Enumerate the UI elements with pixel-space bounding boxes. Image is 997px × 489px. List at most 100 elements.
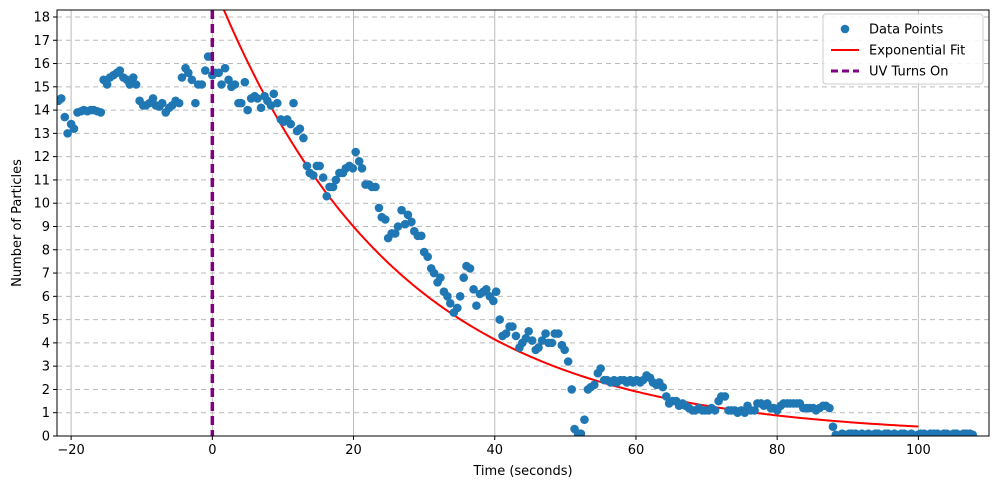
data-point	[63, 129, 72, 138]
data-point	[417, 231, 426, 241]
y-tick-label: 17	[33, 34, 50, 49]
x-tick-label: 80	[769, 443, 786, 458]
y-tick-label: 7	[42, 267, 50, 282]
y-tick-label: 9	[42, 220, 50, 235]
data-point	[459, 273, 468, 283]
data-point	[331, 175, 341, 185]
x-tick-label: −20	[57, 443, 84, 458]
x-tick-label: 20	[345, 443, 362, 458]
legend-label-uv-turns-on: UV Turns On	[869, 65, 948, 80]
data-point	[60, 112, 70, 122]
y-tick-label: 8	[42, 243, 50, 258]
data-point	[567, 385, 577, 394]
data-point	[131, 80, 141, 89]
data-point	[184, 68, 193, 78]
data-point	[230, 80, 240, 89]
y-tick-label: 6	[42, 290, 50, 305]
x-tick-label: 0	[208, 443, 216, 458]
data-point	[580, 415, 589, 425]
data-point	[289, 98, 298, 108]
data-point	[495, 315, 505, 324]
x-tick-label: 100	[906, 443, 931, 458]
data-point	[309, 170, 318, 180]
data-point	[547, 338, 557, 348]
data-point	[491, 287, 501, 296]
data-point	[403, 210, 413, 220]
data-point	[243, 105, 252, 115]
data-point	[318, 173, 328, 182]
data-point	[57, 94, 66, 103]
data-point	[102, 80, 112, 89]
data-point	[240, 77, 250, 87]
y-tick-label: 11	[33, 173, 50, 188]
data-point	[390, 229, 400, 238]
y-tick-label: 15	[33, 80, 50, 95]
data-point	[658, 382, 668, 392]
data-point	[750, 406, 759, 415]
data-point	[253, 94, 262, 103]
data-point	[407, 217, 416, 227]
legend-label-exponential-fit: Exponential Fit	[869, 44, 965, 59]
data-point	[560, 345, 569, 355]
data-point	[710, 406, 720, 415]
data-point	[174, 98, 184, 108]
data-point	[429, 268, 439, 278]
data-point	[662, 392, 671, 401]
y-tick-label: 5	[42, 313, 50, 328]
data-point	[508, 322, 517, 331]
data-point	[191, 98, 200, 108]
data-point	[524, 326, 533, 336]
legend-marker-data-points	[840, 24, 850, 34]
y-tick-label: 16	[33, 57, 50, 72]
y-tick-label: 2	[42, 383, 50, 398]
data-point	[501, 329, 511, 338]
data-point	[157, 98, 167, 108]
data-point	[220, 63, 230, 73]
y-tick-label: 10	[33, 197, 50, 212]
data-point	[200, 66, 210, 75]
data-point	[125, 80, 135, 89]
data-point	[393, 222, 403, 231]
data-point	[541, 329, 550, 338]
y-tick-label: 0	[42, 430, 50, 445]
legend-box	[822, 13, 984, 85]
data-point	[256, 103, 266, 113]
data-point	[236, 98, 246, 108]
data-point	[453, 303, 462, 313]
y-tick-label: 12	[33, 150, 50, 165]
data-point	[534, 343, 543, 352]
data-point	[351, 147, 360, 157]
data-point	[302, 161, 312, 171]
data-point	[443, 292, 452, 301]
x-tick-label: 60	[628, 443, 645, 458]
y-tick-label: 1	[42, 406, 50, 421]
data-point	[187, 75, 197, 85]
data-point	[322, 191, 332, 201]
data-point	[825, 403, 834, 413]
data-point	[357, 163, 367, 173]
y-tick-label: 13	[33, 127, 50, 142]
data-point	[374, 203, 384, 213]
data-point	[828, 422, 838, 431]
data-point	[214, 68, 223, 78]
data-point	[197, 80, 207, 89]
legend-label-data-points: Data Points	[869, 23, 943, 38]
data-point	[272, 98, 282, 108]
data-point	[720, 392, 730, 401]
data-point	[348, 163, 358, 173]
data-point	[371, 182, 380, 192]
data-point	[436, 273, 445, 283]
data-point	[423, 252, 432, 262]
data-point	[203, 52, 213, 61]
data-point	[286, 119, 296, 129]
y-axis-label: Number of Particles	[10, 159, 25, 287]
data-point	[96, 108, 106, 117]
y-tick-label: 18	[33, 10, 50, 25]
data-point	[455, 292, 465, 301]
data-point	[128, 73, 138, 82]
data-point	[328, 182, 338, 192]
data-point	[224, 75, 233, 85]
plot-frame	[56, 9, 990, 437]
y-tick-label: 4	[42, 336, 50, 351]
